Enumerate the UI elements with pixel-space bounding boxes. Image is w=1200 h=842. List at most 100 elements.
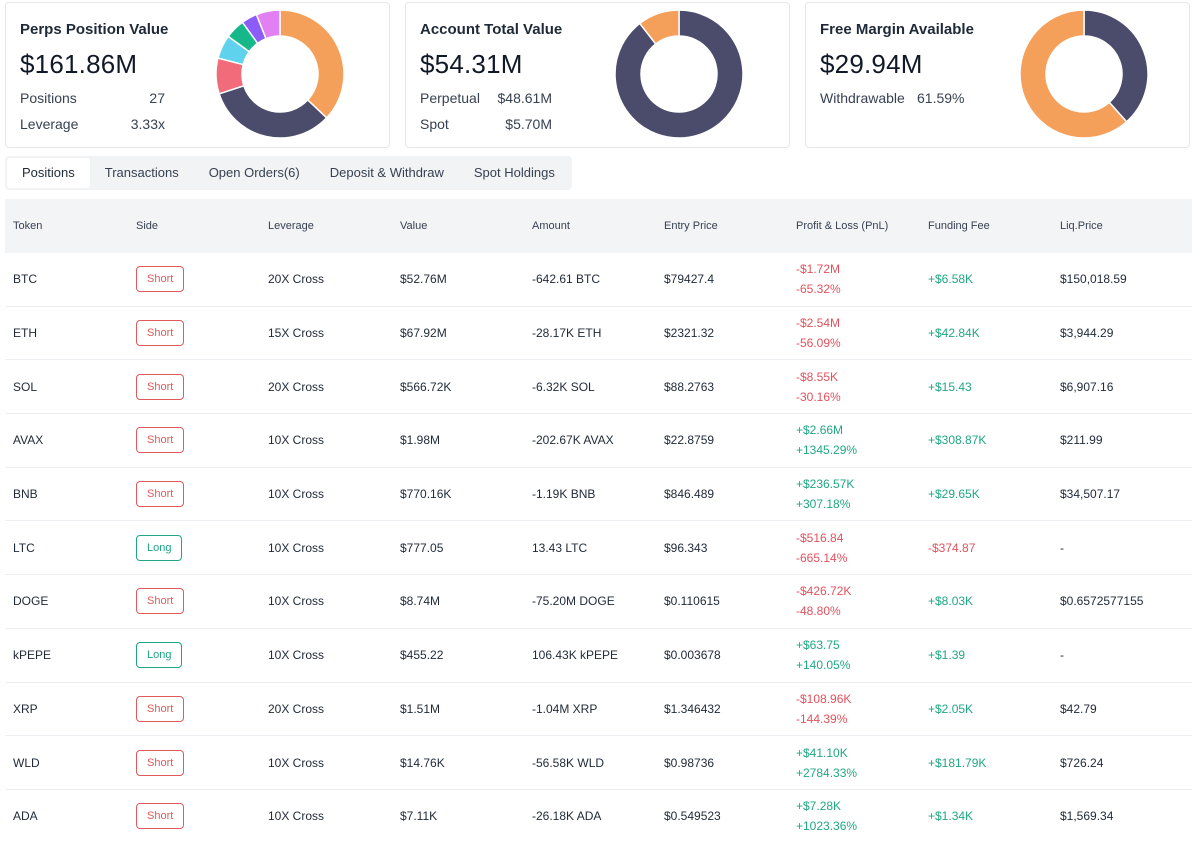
table-row[interactable]: SOL Short 20X Cross $566.72K -6.32K SOL … bbox=[5, 360, 1192, 415]
header-entry-price[interactable]: Entry Price bbox=[664, 220, 718, 232]
withdrawable-label: Withdrawable bbox=[820, 90, 905, 106]
donut-segment[interactable] bbox=[1083, 9, 1149, 123]
leverage-cell: 10X Cross bbox=[268, 648, 325, 663]
entry-price-cell: $846.489 bbox=[664, 487, 715, 502]
tab-transactions[interactable]: Transactions bbox=[104, 165, 179, 180]
liq-price-cell: $34,507.17 bbox=[1060, 487, 1121, 502]
perpetual-row: Perpetual $48.61M bbox=[420, 90, 552, 106]
header-leverage[interactable]: Leverage bbox=[268, 220, 314, 232]
pnl-amount: -$2.54M bbox=[796, 316, 841, 331]
table-row[interactable]: DOGE Short 10X Cross $8.74M -75.20M DOGE… bbox=[5, 575, 1192, 629]
funding-fee-cell: +$1.34K bbox=[928, 809, 974, 824]
funding-fee-cell: -$374.87 bbox=[928, 540, 976, 555]
side-cell: Short bbox=[136, 373, 268, 400]
perpetual-value: $48.61M bbox=[497, 90, 552, 106]
header-pnl[interactable]: Profit & Loss (PnL) bbox=[796, 220, 889, 232]
pnl-amount: +$7.28K bbox=[796, 799, 842, 814]
side-badge: Short bbox=[136, 481, 185, 508]
pnl-percent: +307.18% bbox=[796, 497, 851, 512]
donut-segment[interactable] bbox=[638, 9, 680, 46]
table-row[interactable]: BNB Short 10X Cross $770.16K -1.19K BNB … bbox=[5, 468, 1192, 522]
liq-price-cell: $726.24 bbox=[1060, 755, 1104, 770]
token-cell: BNB bbox=[13, 487, 38, 502]
donut-segment[interactable] bbox=[614, 9, 744, 139]
positions-label: Positions bbox=[20, 90, 77, 106]
value-cell: $777.05 bbox=[400, 540, 444, 555]
account-total-title: Account Total Value bbox=[420, 21, 563, 38]
token-cell: AVAX bbox=[13, 433, 44, 448]
amount-cell: -1.19K BNB bbox=[532, 487, 596, 502]
spot-value: $5.70M bbox=[505, 116, 552, 132]
header-amount[interactable]: Amount bbox=[532, 220, 570, 232]
tab-bar: Positions Transactions Open Orders(6) De… bbox=[5, 156, 572, 190]
donut-segment[interactable] bbox=[218, 84, 328, 139]
pnl-cell: -$426.72K -48.80% bbox=[796, 581, 928, 621]
pnl-amount: -$1.72M bbox=[796, 262, 841, 277]
token-cell: WLD bbox=[13, 755, 40, 770]
table-row[interactable]: WLD Short 10X Cross $14.76K -56.58K WLD … bbox=[5, 736, 1192, 790]
leverage-cell: 20X Cross bbox=[268, 272, 325, 287]
pnl-cell: -$8.55K -30.16% bbox=[796, 367, 928, 407]
pnl-percent: -144.39% bbox=[796, 711, 848, 726]
value-cell: $67.92M bbox=[400, 326, 447, 341]
positions-value: 27 bbox=[149, 90, 165, 106]
tab-positions[interactable]: Positions bbox=[7, 158, 90, 188]
leverage-row: Leverage 3.33x bbox=[20, 116, 165, 132]
donut-segment[interactable] bbox=[255, 9, 281, 40]
side-cell: Short bbox=[136, 749, 268, 776]
header-value[interactable]: Value bbox=[400, 220, 428, 232]
tab-deposit-withdraw[interactable]: Deposit & Withdraw bbox=[329, 165, 444, 180]
table-row[interactable]: XRP Short 20X Cross $1.51M -1.04M XRP $1… bbox=[5, 683, 1192, 737]
table-row[interactable]: AVAX Short 10X Cross $1.98M -202.67K AVA… bbox=[5, 414, 1192, 468]
side-badge: Short bbox=[136, 320, 185, 347]
side-badge: Short bbox=[136, 588, 185, 615]
table-row[interactable]: kPEPE Long 10X Cross $455.22 106.43K kPE… bbox=[5, 629, 1192, 683]
leverage-cell: 15X Cross bbox=[268, 326, 325, 341]
header-liq-price[interactable]: Liq.Price bbox=[1060, 220, 1103, 232]
free-margin-card: Free Margin Available $29.94M Withdrawab… bbox=[805, 2, 1190, 148]
table-row[interactable]: ADA Short 10X Cross $7.11K -26.18K ADA $… bbox=[5, 790, 1192, 842]
pnl-percent: +2784.33% bbox=[796, 765, 858, 780]
leverage-cell: 10X Cross bbox=[268, 487, 325, 502]
table-row[interactable]: ETH Short 15X Cross $67.92M -28.17K ETH … bbox=[5, 307, 1192, 361]
liq-price-cell: $42.79 bbox=[1060, 701, 1097, 716]
token-cell: XRP bbox=[13, 701, 38, 716]
funding-fee-cell: +$8.03K bbox=[928, 594, 974, 609]
table-row[interactable]: LTC Long 10X Cross $777.05 13.43 LTC $96… bbox=[5, 521, 1192, 576]
pnl-cell: -$516.84 -665.14% bbox=[796, 528, 928, 568]
side-cell: Short bbox=[136, 695, 268, 722]
pnl-percent: -665.14% bbox=[796, 550, 848, 565]
amount-cell: -1.04M XRP bbox=[532, 701, 598, 716]
token-cell: kPEPE bbox=[13, 648, 52, 663]
leverage-cell: 10X Cross bbox=[268, 540, 325, 555]
donut-segment[interactable] bbox=[1019, 9, 1128, 139]
amount-cell: 106.43K kPEPE bbox=[532, 648, 619, 663]
side-badge: Short bbox=[136, 266, 185, 293]
pnl-amount: +$236.57K bbox=[796, 477, 855, 492]
perps-position-card: Perps Position Value $161.86M Positions … bbox=[5, 2, 390, 148]
tab-open-orders[interactable]: Open Orders(6) bbox=[208, 165, 300, 180]
leverage-cell: 10X Cross bbox=[268, 755, 325, 770]
leverage-cell: 10X Cross bbox=[268, 433, 325, 448]
liq-price-cell: $0.6572577155 bbox=[1060, 594, 1144, 609]
tab-spot-holdings[interactable]: Spot Holdings bbox=[473, 165, 555, 180]
header-side[interactable]: Side bbox=[136, 220, 159, 232]
donut-segment[interactable] bbox=[279, 9, 345, 119]
free-margin-title: Free Margin Available bbox=[820, 21, 974, 38]
pnl-amount: -$108.96K bbox=[796, 691, 852, 706]
table-body: BTC Short 20X Cross $52.76M -642.61 BTC … bbox=[5, 253, 1192, 842]
side-badge: Long bbox=[136, 642, 183, 669]
side-badge: Long bbox=[136, 534, 183, 561]
pnl-percent: -56.09% bbox=[796, 336, 841, 351]
header-token[interactable]: Token bbox=[13, 220, 43, 232]
token-cell: ETH bbox=[13, 326, 37, 341]
funding-fee-cell: +$42.84K bbox=[928, 326, 980, 341]
pnl-cell: +$2.66M +1345.29% bbox=[796, 420, 928, 460]
pnl-cell: -$108.96K -144.39% bbox=[796, 689, 928, 729]
pnl-cell: +$236.57K +307.18% bbox=[796, 474, 928, 514]
perps-position-value: $161.86M bbox=[20, 49, 138, 79]
value-cell: $7.11K bbox=[400, 809, 438, 824]
table-row[interactable]: BTC Short 20X Cross $52.76M -642.61 BTC … bbox=[5, 253, 1192, 307]
pnl-cell: +$41.10K +2784.33% bbox=[796, 743, 928, 783]
header-funding-fee[interactable]: Funding Fee bbox=[928, 220, 990, 232]
